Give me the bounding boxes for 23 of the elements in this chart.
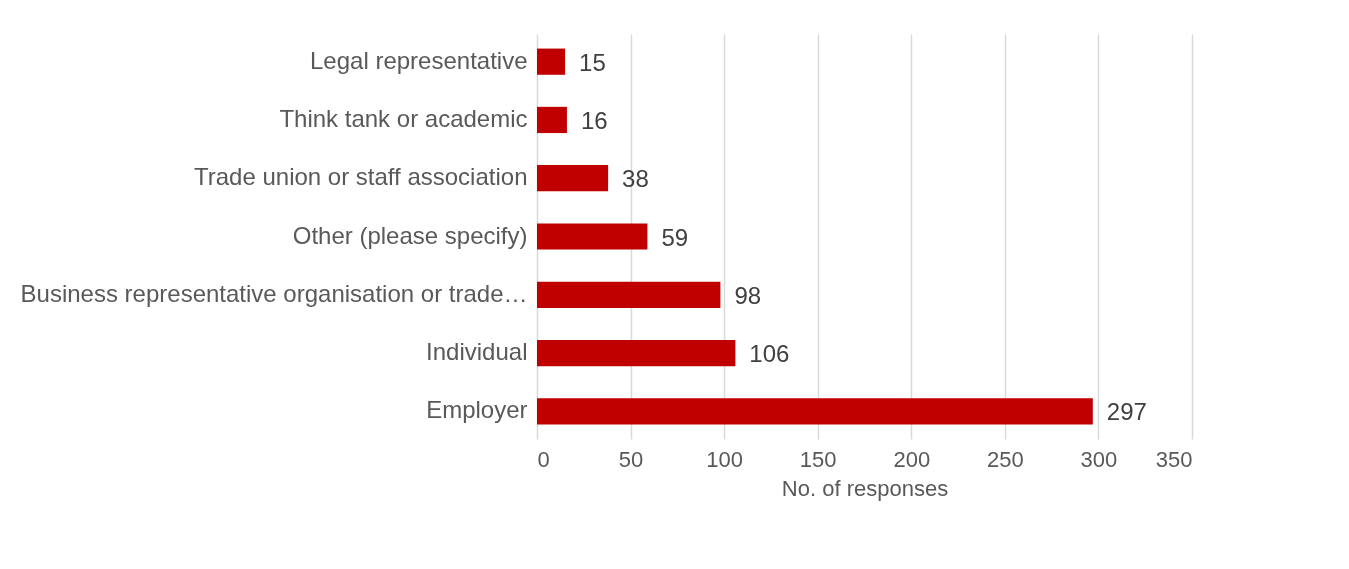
y-tick-label: Legal representative: [310, 46, 528, 74]
data-label: 15: [579, 48, 606, 76]
data-label: 38: [622, 165, 649, 193]
y-tick-label: Business representative organisation or trade…: [20, 279, 528, 307]
data-label: 106: [749, 340, 790, 368]
x-tick-label: 150: [799, 446, 837, 472]
x-tick-label: 200: [893, 446, 931, 472]
data-label: 98: [734, 281, 762, 309]
data-label: 16: [580, 106, 608, 134]
x-axis-title: No. of responses: [781, 475, 949, 501]
y-tick-label: Individual: [426, 338, 528, 366]
y-tick-label: Think tank or academic: [279, 104, 528, 132]
x-tick-label: 350: [1155, 446, 1193, 472]
y-tick-label: Employer: [426, 396, 528, 424]
data-label: 59: [661, 223, 689, 251]
y-tick-label: Trade union or staff association: [193, 163, 528, 191]
x-tick-label: 50: [618, 446, 644, 472]
data-label: 297: [1106, 398, 1147, 426]
x-tick-label: 0: [537, 446, 550, 472]
x-tick-label: 100: [706, 446, 743, 472]
x-tick-label: 300: [1080, 446, 1118, 472]
x-tick-label: 250: [987, 446, 1024, 472]
y-tick-label: Other (please specify): [292, 221, 528, 249]
